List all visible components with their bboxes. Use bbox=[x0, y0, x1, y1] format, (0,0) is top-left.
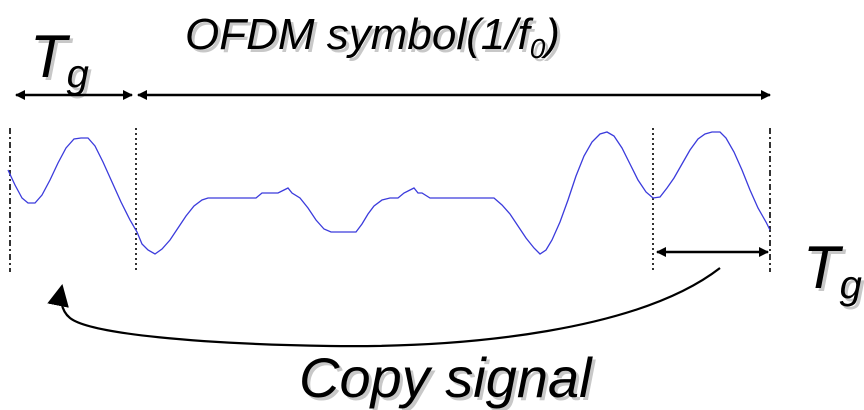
svg-text:Tg: Tg bbox=[30, 23, 89, 96]
ofdm-symbol-label: OFDM symbol(1/f0) OFDM symbol(1/f0) bbox=[185, 10, 563, 67]
svg-text:Tg: Tg bbox=[806, 237, 864, 310]
ofdm-waveform bbox=[7, 131, 771, 255]
svg-text:Tg: Tg bbox=[33, 26, 92, 99]
copy-signal-label: Copy signal Copy signal bbox=[299, 346, 596, 410]
guard-interval-label-left: Tg Tg bbox=[30, 23, 92, 99]
svg-text:OFDM symbol(1/f0): OFDM symbol(1/f0) bbox=[185, 10, 560, 64]
svg-text:OFDM symbol(1/f0): OFDM symbol(1/f0) bbox=[188, 13, 563, 67]
svg-text:Tg: Tg bbox=[803, 234, 862, 307]
svg-text:Copy signal: Copy signal bbox=[299, 346, 593, 409]
copy-signal-curved-arrow bbox=[47, 267, 721, 348]
svg-text:Copy signal: Copy signal bbox=[302, 349, 596, 410]
guard-interval-label-right: Tg Tg bbox=[803, 234, 864, 310]
